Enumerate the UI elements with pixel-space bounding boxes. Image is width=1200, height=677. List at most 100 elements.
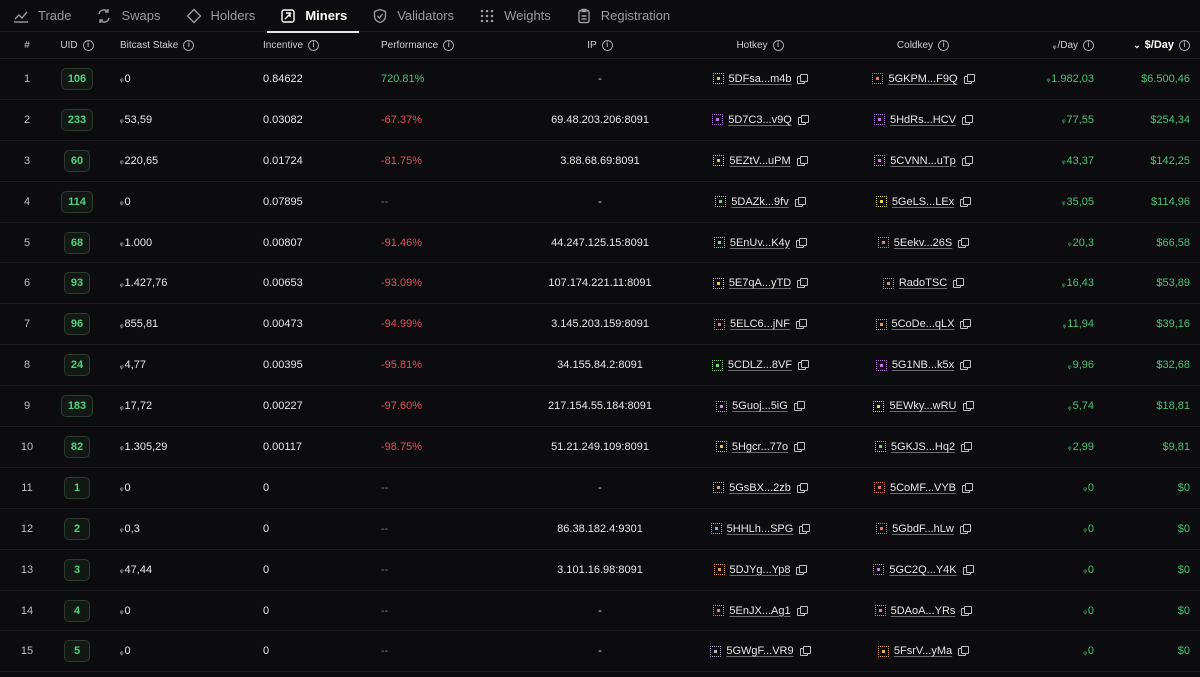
coldkey-text[interactable]: 5FsrV...yMa	[893, 645, 953, 658]
table-row[interactable]: 5 68 ᵩ 1.000 0.00807 -91.46% 44.247.125.15:809…	[0, 223, 1200, 264]
table-row[interactable]: 11 1 ᵩ 0 0 -- -5GsBX...2zb 5CoMF...VYB ᵩ 0 $0	[0, 468, 1200, 509]
copy-icon[interactable]	[960, 319, 972, 330]
coldkey[interactable]: 5EWky...wRU	[873, 400, 974, 413]
copy-icon[interactable]	[961, 441, 973, 452]
column-header-num[interactable]: #	[12, 32, 42, 58]
hotkey-text[interactable]: 5GWgF...VR9	[726, 645, 794, 658]
tab-holders[interactable]: Holders	[173, 0, 268, 32]
uid-badge[interactable]: 60	[63, 149, 91, 172]
tab-swaps[interactable]: Swaps	[83, 0, 172, 32]
coldkey-text[interactable]: 5GeLS...LEx	[891, 195, 955, 208]
hotkey-text[interactable]: 5EnUv...K4y	[729, 236, 791, 249]
coldkey[interactable]: 5GbdF...hLw	[876, 522, 971, 535]
hotkey-text[interactable]: 5EnJX...Ag1	[729, 604, 791, 617]
uid-badge[interactable]: 82	[63, 435, 91, 458]
coldkey-text[interactable]: 5CVNN...uTp	[890, 154, 956, 167]
copy-icon[interactable]	[796, 605, 808, 616]
uid-badge[interactable]: 114	[61, 190, 93, 213]
copy-icon[interactable]	[962, 482, 974, 493]
hotkey[interactable]: 5ELC6...jNF	[714, 318, 807, 331]
uid-badge[interactable]: 2	[64, 517, 90, 540]
coldkey[interactable]: 5CVNN...uTp	[874, 154, 973, 167]
hotkey[interactable]: 5GWgF...VR9	[710, 645, 811, 658]
coldkey-text[interactable]: 5DAoA...YRs	[890, 604, 956, 617]
coldkey-text[interactable]: 5GbdF...hLw	[892, 522, 954, 535]
hotkey[interactable]: 5EZtV...uPM	[713, 155, 808, 167]
hotkey[interactable]: 5DJYg...Yp8	[713, 564, 808, 576]
copy-icon[interactable]	[794, 441, 806, 452]
info-icon[interactable]: i	[772, 39, 784, 51]
coldkey-text[interactable]: RadoTSC	[898, 277, 948, 290]
uid-badge[interactable]: 183	[60, 395, 94, 418]
copy-icon[interactable]	[796, 155, 808, 166]
hotkey-text[interactable]: 5ELC6...jNF	[730, 318, 790, 331]
coldkey[interactable]: 5HdRs...HCV	[873, 113, 974, 126]
copy-icon[interactable]	[960, 360, 972, 371]
info-icon[interactable]: i	[82, 39, 94, 51]
copy-icon[interactable]	[799, 646, 811, 657]
info-icon[interactable]: i	[601, 39, 613, 51]
column-header-usd-day[interactable]: ⌄ $/Day i	[1100, 32, 1190, 58]
table-row[interactable]: 2 233 ᵩ 53,59 0.03082 -67.37% 69.48.203.206:80…	[0, 100, 1200, 141]
hotkey[interactable]: 5EnUv...K4y	[713, 236, 808, 249]
uid-badge[interactable]: 68	[63, 231, 91, 254]
hotkey-text[interactable]: 5Guoj...5iG	[732, 400, 788, 413]
tab-registration[interactable]: Registration	[563, 0, 682, 32]
hotkey-text[interactable]: 5CDLZ...8VF	[727, 359, 793, 372]
uid-badge[interactable]: 106	[60, 67, 94, 90]
coldkey-text[interactable]: 5G1NB...k5x	[891, 359, 955, 372]
info-icon[interactable]: i	[183, 39, 195, 51]
uid-badge[interactable]: 4	[64, 599, 90, 622]
copy-icon[interactable]	[960, 196, 972, 207]
copy-icon[interactable]	[958, 646, 970, 657]
coldkey-text[interactable]: 5EWky...wRU	[889, 400, 957, 413]
table-row[interactable]: 8 24 ᵩ 4,77 0.00395 -95.81% 34.155.84.2:8091 5C…	[0, 345, 1200, 387]
tab-weights[interactable]: Weights	[466, 0, 563, 32]
uid-badge[interactable]: 93	[63, 272, 91, 295]
coldkey[interactable]: 5DAoA...YRs	[874, 604, 973, 617]
info-icon[interactable]: i	[308, 39, 320, 51]
hotkey[interactable]: 5D7C3...v9Q	[712, 114, 809, 126]
column-header-tao-day[interactable]: ᵩ/Day i	[1000, 32, 1094, 58]
coldkey[interactable]: 5Eekv...26S	[877, 236, 970, 249]
copy-icon[interactable]	[795, 319, 807, 330]
column-header-hotkey[interactable]: Hotkey i	[700, 32, 820, 58]
copy-icon[interactable]	[796, 482, 808, 493]
coldkey-text[interactable]: 5HdRs...HCV	[889, 113, 957, 126]
copy-icon[interactable]	[962, 114, 974, 125]
coldkey[interactable]: 5CoDe...qLX	[875, 318, 972, 330]
uid-badge[interactable]: 3	[64, 558, 90, 581]
column-header-ip[interactable]: IP i	[520, 32, 680, 58]
table-row[interactable]: 3 60 ᵩ 220,65 0.01724 -81.75% 3.88.68.69:8091 5…	[0, 141, 1200, 182]
table-row[interactable]: 15 5 ᵩ 0 0 -- -5GWgF...VR9 5FsrV...yMa ᵩ 0 $0	[0, 631, 1200, 673]
hotkey[interactable]: 5DAZk...9fv	[715, 195, 806, 208]
coldkey[interactable]: 5FsrV...yMa	[877, 645, 970, 658]
coldkey[interactable]: RadoTSC	[882, 277, 965, 290]
column-header-incentive[interactable]: Incentive i	[263, 32, 363, 58]
column-header-performance[interactable]: Performance i	[381, 32, 491, 58]
copy-icon[interactable]	[798, 360, 810, 371]
copy-icon[interactable]	[799, 523, 811, 534]
coldkey[interactable]: 5GKPM...F9Q	[872, 73, 975, 85]
uid-badge[interactable]: 1	[64, 476, 90, 499]
hotkey[interactable]: 5CDLZ...8VF	[711, 359, 810, 372]
coldkey-text[interactable]: 5CoMF...VYB	[889, 481, 957, 494]
table-row[interactable]: 4 114 ᵩ 0 0.07895 -- -5DAZk...9fv 5GeLS...LEx ᵩ 3…	[0, 182, 1200, 223]
hotkey[interactable]: 5EnJX...Ag1	[713, 604, 808, 617]
copy-icon[interactable]	[797, 278, 809, 289]
hotkey[interactable]: 5Guoj...5iG	[716, 400, 805, 413]
coldkey[interactable]: 5GC2Q...Y4K	[873, 564, 974, 576]
table-row[interactable]: 7 96 ᵩ 855,81 0.00473 -94.99% 3.145.203.159:80…	[0, 304, 1200, 346]
hotkey[interactable]: 5GsBX...2zb	[713, 481, 808, 494]
copy-icon[interactable]	[963, 73, 975, 84]
copy-icon[interactable]	[797, 73, 809, 84]
hotkey-text[interactable]: 5DAZk...9fv	[731, 195, 789, 208]
copy-icon[interactable]	[796, 564, 808, 575]
hotkey-text[interactable]: 5HHLh...SPG	[726, 522, 794, 535]
coldkey-text[interactable]: 5Eekv...26S	[893, 236, 953, 249]
copy-icon[interactable]	[793, 401, 805, 412]
hotkey-text[interactable]: 5GsBX...2zb	[729, 481, 791, 494]
hotkey[interactable]: 5Hgcr...77o	[715, 441, 806, 453]
copy-icon[interactable]	[958, 237, 970, 248]
copy-icon[interactable]	[953, 278, 965, 289]
